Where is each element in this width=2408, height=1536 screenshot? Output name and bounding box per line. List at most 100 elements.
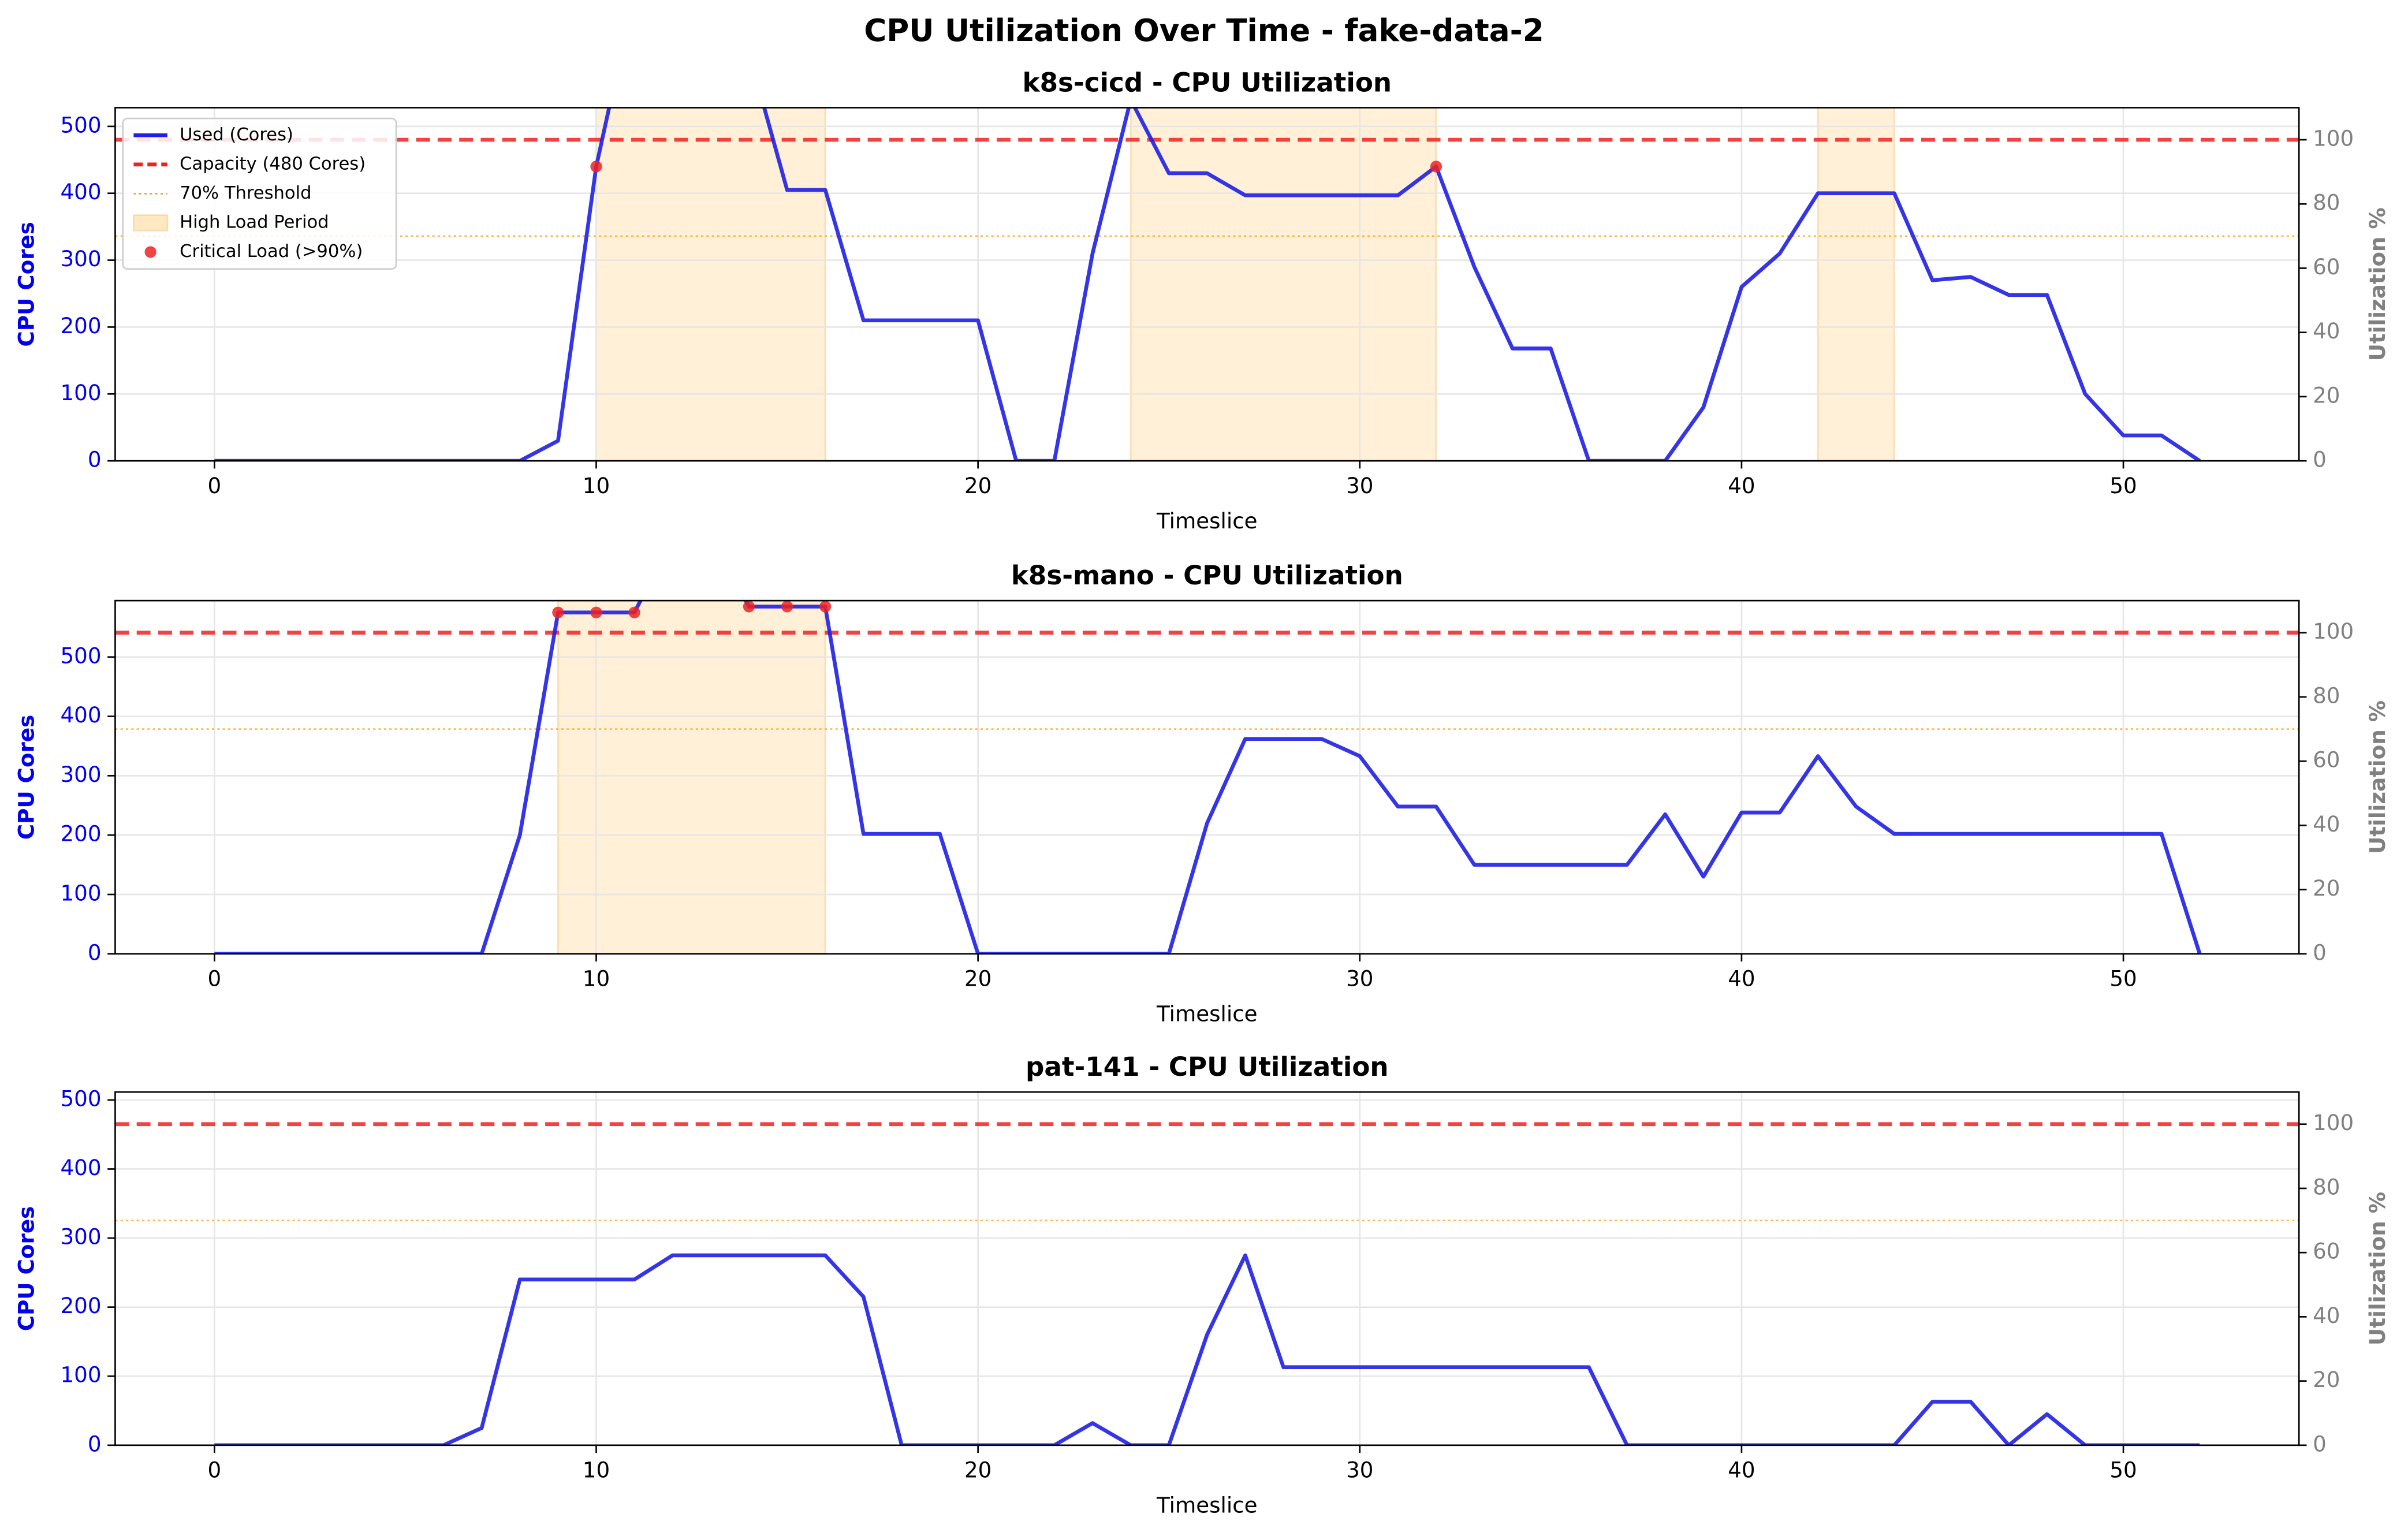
x-tick-label: 30 — [1346, 1457, 1373, 1483]
x-tick-label: 30 — [1346, 473, 1373, 498]
y-tick-label: 400 — [60, 702, 101, 728]
high-load-period — [557, 601, 826, 954]
y-tick-label: 300 — [60, 246, 101, 271]
y2-tick-label: 100 — [2313, 618, 2354, 644]
x-tick-label: 0 — [208, 966, 222, 991]
y-axis-label: CPU Cores — [13, 715, 39, 840]
y2-tick-label: 60 — [2313, 1239, 2340, 1264]
y2-tick-label: 80 — [2313, 683, 2340, 708]
x-tick-label: 40 — [1728, 473, 1755, 498]
y2-tick-label: 0 — [2313, 1431, 2327, 1456]
plot-area — [115, 1092, 2299, 1445]
critical-point — [590, 606, 602, 618]
y-tick-label: 100 — [60, 1362, 101, 1388]
axes-frame — [114, 599, 2300, 955]
subplot: k8s-mano - CPU Utilization Timeslice CPU C… — [13, 532, 2390, 1027]
legend-symbol — [133, 214, 169, 232]
y-tick-label: 300 — [60, 762, 101, 787]
x-tick-label: 40 — [1728, 1457, 1755, 1483]
critical-point — [705, 20, 717, 32]
y-tick-label: 100 — [60, 380, 101, 405]
x-tick-label: 30 — [1346, 966, 1373, 991]
y2-tick-label: 20 — [2313, 875, 2340, 901]
x-tick-label: 10 — [583, 473, 610, 498]
y-tick-label: 300 — [60, 1224, 101, 1250]
plot-area — [115, 532, 2299, 954]
legend-label: High Load Period — [180, 212, 329, 232]
y-tick-label: 500 — [60, 643, 101, 668]
high-load-period — [1130, 107, 1437, 461]
y-tick-label: 400 — [60, 179, 101, 204]
critical-point — [628, 606, 640, 618]
subplot-title: k8s-mano - CPU Utilization — [1011, 560, 1403, 591]
critical-point — [590, 161, 602, 173]
x-tick-label: 10 — [583, 966, 610, 991]
y2-tick-label: 20 — [2313, 382, 2340, 408]
x-tick-label: 40 — [1728, 966, 1755, 991]
legend-label: Critical Load (>90%) — [180, 241, 363, 262]
y-tick-label: 0 — [88, 940, 102, 965]
y2-tick-label: 60 — [2313, 747, 2340, 773]
y2-tick-label: 0 — [2313, 447, 2327, 472]
x-tick-label: 20 — [964, 473, 991, 498]
cpu-line — [214, 601, 2202, 954]
y2-axis-label: Utilization % — [2365, 207, 2390, 361]
subplot: pat-141 - CPU Utilization Timeslice CPU Co… — [13, 1052, 2390, 1518]
y-tick-label: 500 — [60, 1086, 101, 1111]
high-load-period — [595, 107, 826, 461]
x-tick-label: 10 — [583, 1457, 610, 1483]
y2-axis-label: Utilization % — [2365, 1192, 2390, 1345]
y-axis-label: CPU Cores — [13, 1206, 39, 1331]
y-tick-label: 200 — [60, 313, 101, 338]
x-tick-label: 0 — [208, 473, 222, 498]
y-tick-label: 200 — [60, 1293, 101, 1318]
x-tick-label: 0 — [208, 1457, 222, 1483]
y-tick-label: 500 — [60, 112, 101, 137]
y-tick-label: 200 — [60, 821, 101, 847]
y2-tick-label: 40 — [2313, 811, 2340, 837]
high-load-period — [1817, 107, 1895, 461]
y2-tick-label: 20 — [2313, 1367, 2340, 1392]
y-tick-label: 0 — [88, 447, 102, 472]
legend-symbol — [144, 246, 156, 258]
legend-box — [122, 117, 397, 270]
y-axis-label: CPU Cores — [13, 222, 39, 346]
x-axis-label: Timeslice — [1156, 1001, 1258, 1027]
critical-point — [743, 47, 755, 58]
critical-point — [781, 601, 793, 613]
y-tick-label: 400 — [60, 1155, 101, 1180]
critical-point — [552, 606, 564, 618]
figure-title: CPU Utilization Over Time - fake-data-2 — [864, 13, 1544, 49]
y2-tick-label: 40 — [2313, 318, 2340, 344]
critical-point — [743, 601, 755, 613]
subplot-title: pat-141 - CPU Utilization — [1026, 1052, 1389, 1082]
y2-axis-label: Utilization % — [2365, 700, 2390, 854]
y2-tick-label: 80 — [2313, 1174, 2340, 1199]
axes-frame — [114, 107, 2300, 462]
subplot-title: k8s-cicd - CPU Utilization — [1023, 68, 1392, 98]
y2-tick-label: 40 — [2313, 1303, 2340, 1328]
x-tick-label: 50 — [2109, 1457, 2137, 1483]
y2-tick-label: 0 — [2313, 940, 2327, 965]
y-tick-label: 0 — [88, 1431, 102, 1456]
y2-tick-label: 80 — [2313, 190, 2340, 215]
critical-point — [819, 601, 832, 613]
x-tick-label: 20 — [964, 966, 991, 991]
critical-point — [1430, 161, 1442, 173]
x-tick-label: 50 — [2109, 966, 2137, 991]
y2-tick-label: 100 — [2313, 126, 2354, 151]
legend-label: Capacity (480 Cores) — [180, 154, 366, 174]
axes-frame — [114, 1091, 2300, 1446]
x-tick-label: 50 — [2109, 473, 2137, 498]
x-tick-label: 20 — [964, 1457, 991, 1483]
cpu-line — [214, 1253, 2200, 1445]
legend-label: 70% Threshold — [180, 183, 311, 203]
y2-tick-label: 100 — [2313, 1110, 2354, 1135]
critical-point — [667, 532, 679, 544]
cpu-line — [214, 107, 2201, 461]
y2-tick-label: 60 — [2313, 254, 2340, 279]
x-axis-label: Timeslice — [1156, 1493, 1258, 1518]
legend-label: Used (Cores) — [180, 125, 293, 145]
